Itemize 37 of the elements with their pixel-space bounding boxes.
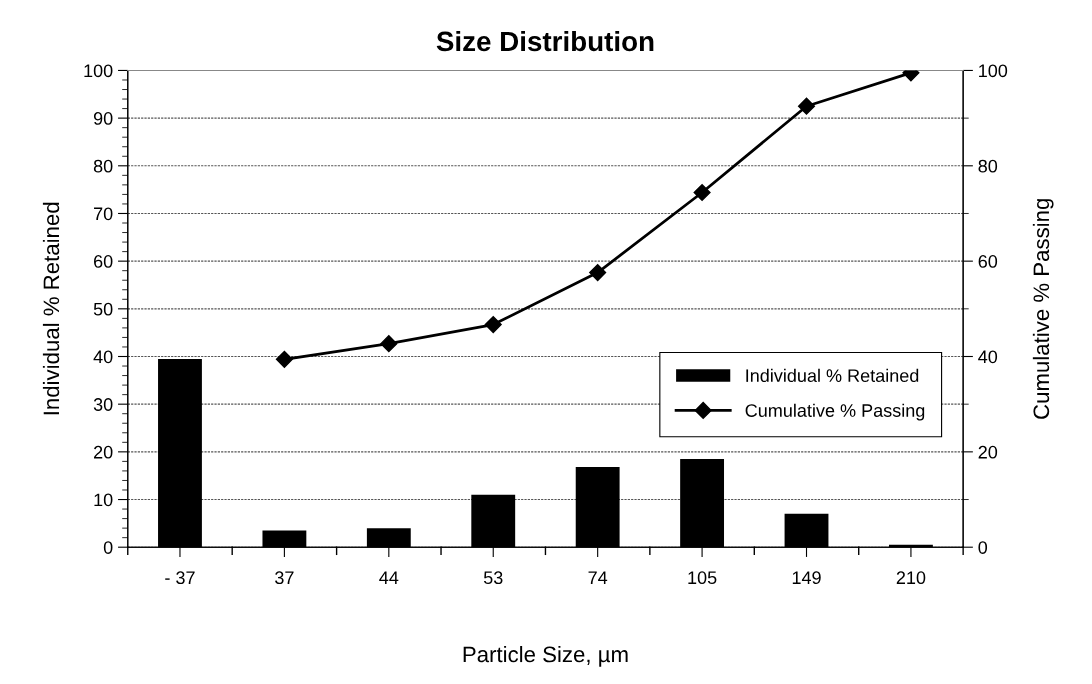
y2-tick-label: 60 xyxy=(978,255,998,268)
y-tick-label: 90 xyxy=(93,112,113,125)
y-tick-label: 100 xyxy=(84,64,113,78)
point xyxy=(589,264,607,282)
y2-tick-label: 100 xyxy=(979,64,1008,78)
y2-tick-label: 80 xyxy=(978,159,998,173)
y-tick-label: 10 xyxy=(94,493,113,507)
y-tick-label: 20 xyxy=(94,445,113,459)
y-tick-label: 70 xyxy=(94,207,113,221)
x-tick-label: 149 xyxy=(792,571,821,585)
point xyxy=(797,97,816,115)
y2-tick-label: 40 xyxy=(978,350,998,364)
legend-label: Individual % Retained xyxy=(746,368,919,383)
point xyxy=(484,316,502,334)
x-tick-label: 44 xyxy=(379,571,399,584)
x-tick-label: 210 xyxy=(896,571,926,585)
legend-label: Cumulative % Passing xyxy=(745,403,925,421)
y-tick-label: 30 xyxy=(93,398,113,411)
x-axis-title: Particle Size, µm xyxy=(463,645,628,667)
y-tick-label: 60 xyxy=(94,255,113,268)
point xyxy=(275,350,293,368)
x-tick-label: 53 xyxy=(483,571,503,585)
chart-title: Size Distribution xyxy=(436,30,654,52)
point xyxy=(693,183,711,202)
y2-tick-label: 0 xyxy=(978,541,988,554)
x-tick-label: 105 xyxy=(688,571,717,585)
y-tick-label: 80 xyxy=(93,159,113,173)
y2-tick-label: 20 xyxy=(978,445,998,459)
x-tick-label: - 37 xyxy=(165,571,195,585)
point xyxy=(380,335,398,353)
y-tick-label: 40 xyxy=(93,350,113,364)
y2-axis-title: Cumulative % Passing xyxy=(1032,199,1054,419)
y-axis-title: Individual % Retained xyxy=(42,202,60,415)
x-tick-label: 37 xyxy=(275,571,294,585)
y-tick-label: 50 xyxy=(93,302,113,316)
x-tick-label: 74 xyxy=(588,571,608,584)
y-tick-label: 0 xyxy=(103,541,113,554)
